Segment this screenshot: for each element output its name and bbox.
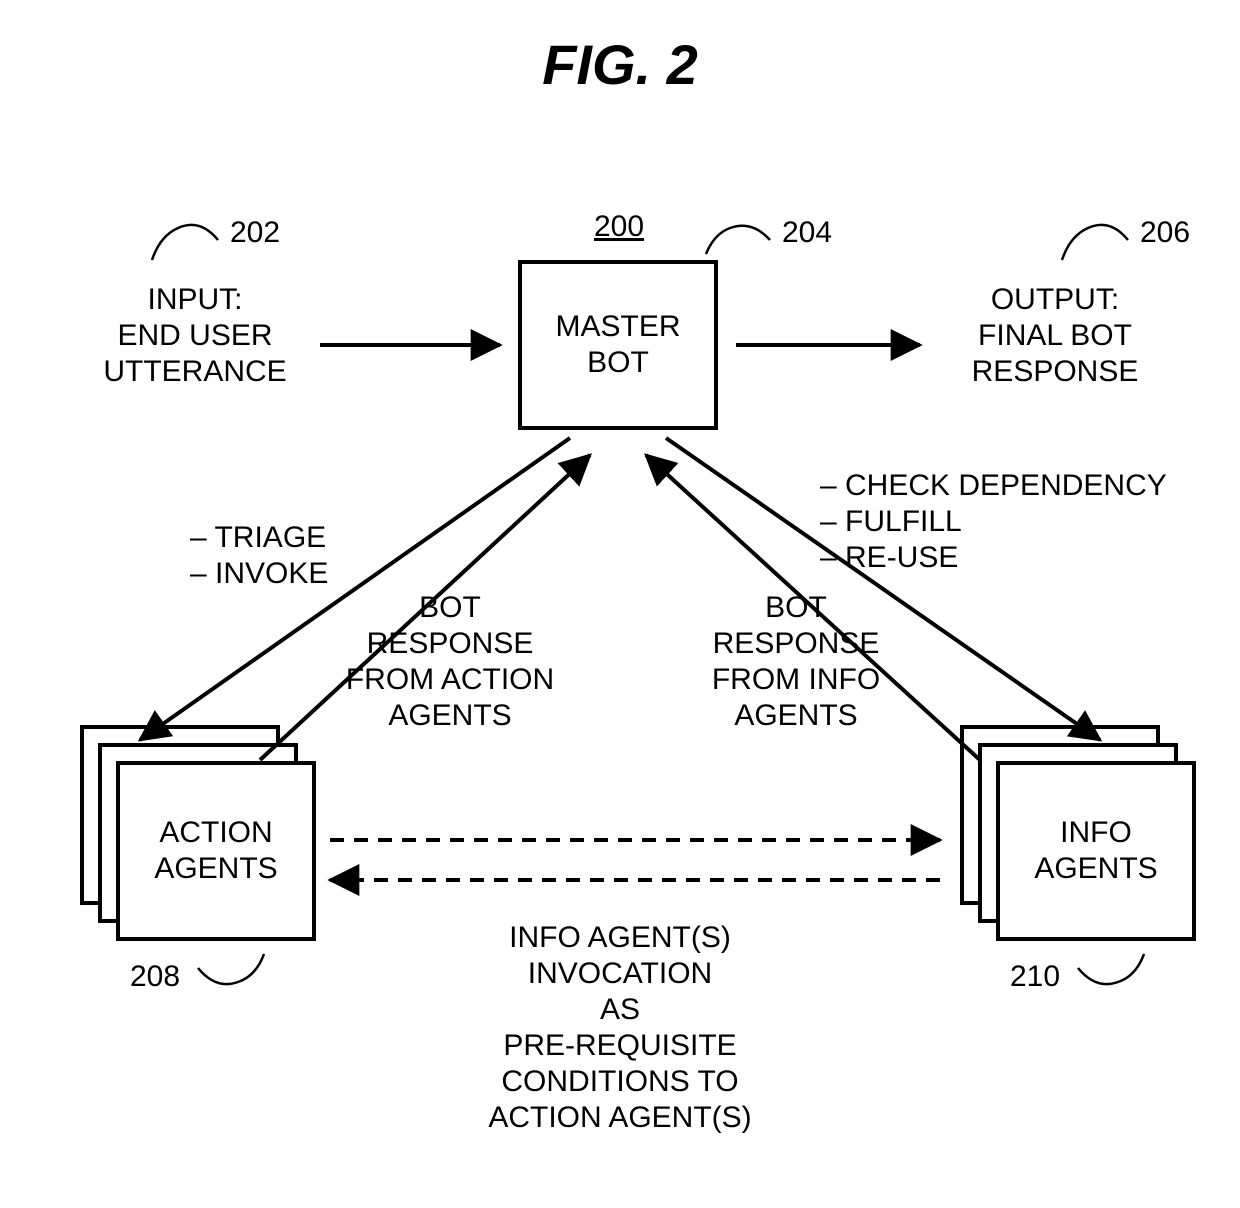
figure-title: FIG. 2: [0, 32, 1240, 97]
input-label: INPUT: END USER UTTERANCE: [70, 282, 320, 390]
ref-208: 208: [130, 960, 180, 994]
resp-info-label: BOT RESPONSE FROM INFO AGENTS: [666, 590, 926, 734]
ref-206: 206: [1140, 216, 1190, 250]
callout-202: [152, 225, 218, 260]
master-bot-box: MASTER BOT: [518, 260, 718, 430]
master-bot-text: MASTER BOT: [555, 309, 680, 381]
dep-label: – CHECK DEPENDENCY – FULFILL – RE-USE: [820, 468, 1167, 576]
ref-210: 210: [1010, 960, 1060, 994]
callout-206: [1062, 225, 1128, 260]
ref-202: 202: [230, 216, 280, 250]
info-agents-box: INFO AGENTS: [996, 761, 1196, 941]
ref-200: 200: [594, 210, 644, 244]
callout-208: [198, 954, 264, 984]
action-agents-box: ACTION AGENTS: [116, 761, 316, 941]
triage-label: – TRIAGE – INVOKE: [190, 520, 328, 592]
action-agents-text: ACTION AGENTS: [154, 815, 277, 887]
invocation-label: INFO AGENT(S) INVOCATION AS PRE-REQUISIT…: [470, 920, 770, 1136]
info-agents-text: INFO AGENTS: [1034, 815, 1157, 887]
output-label: OUTPUT: FINAL BOT RESPONSE: [930, 282, 1180, 390]
resp-action-label: BOT RESPONSE FROM ACTION AGENTS: [320, 590, 580, 734]
callout-210: [1078, 954, 1144, 984]
ref-204: 204: [782, 216, 832, 250]
diagram-stage: FIG. 2 200 202 204 206 208 210 INPUT: EN…: [0, 0, 1240, 1208]
callout-204: [706, 226, 770, 254]
